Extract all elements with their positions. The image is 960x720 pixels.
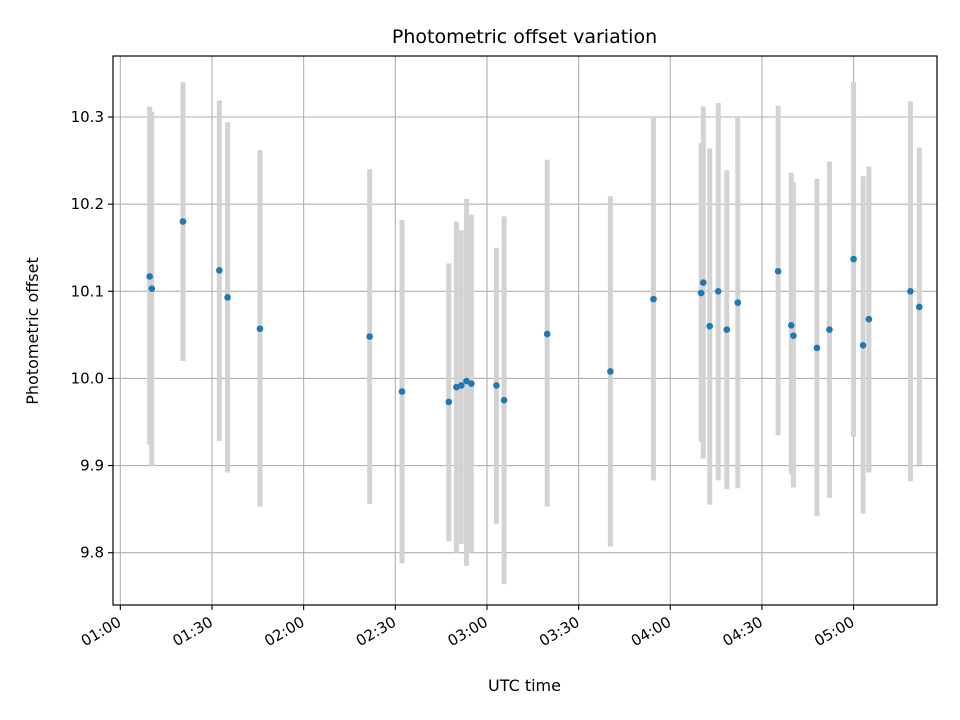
- x-axis-label: UTC time: [488, 676, 561, 695]
- data-point: [398, 388, 406, 395]
- data-point: [714, 287, 722, 295]
- y-tick-label: 10.2: [71, 195, 104, 213]
- y-axis-ticks: 9.8 9.9 10.0 10.1 10.2 10.3: [71, 108, 113, 562]
- x-tick-label: 01:30: [170, 613, 216, 650]
- data-point: [445, 398, 453, 406]
- y-tick-label: 9.8: [80, 544, 104, 562]
- chart-title: Photometric offset variation: [392, 26, 657, 48]
- data-point: [850, 255, 857, 263]
- data-point: [216, 267, 223, 274]
- data-point: [607, 368, 614, 375]
- data-point: [457, 382, 465, 389]
- x-axis-ticks: 01:00 01:30 02:00 02:30 03:00 03:30 04:00 04:30…: [78, 605, 858, 650]
- data-point: [915, 303, 923, 311]
- data-point: [723, 326, 731, 333]
- data-point: [543, 330, 551, 338]
- data-point: [787, 321, 795, 329]
- data-point: [734, 299, 742, 306]
- y-tick-label: 10.3: [71, 108, 104, 126]
- data-point: [179, 218, 187, 225]
- plot-area-frame: [112, 55, 938, 606]
- data-point: [148, 285, 156, 292]
- y-tick-label: 10.0: [71, 369, 104, 387]
- data-point: [813, 344, 821, 352]
- x-tick-label: 04:00: [628, 613, 674, 650]
- data-point: [706, 322, 713, 330]
- data-point: [859, 342, 867, 349]
- y-tick-label: 9.9: [80, 457, 104, 475]
- y-axis-label: Photometric offset: [23, 257, 42, 405]
- x-tick-label: 01:00: [78, 613, 124, 650]
- data-point: [650, 295, 657, 303]
- data-points: [146, 218, 923, 406]
- x-tick-label: 05:00: [811, 613, 857, 650]
- data-point: [826, 326, 833, 333]
- x-tick-label: 02:00: [261, 613, 307, 650]
- data-point: [146, 273, 153, 280]
- data-point: [790, 332, 797, 340]
- data-point: [697, 289, 705, 297]
- data-point: [366, 333, 373, 340]
- data-point: [224, 294, 231, 301]
- x-tick-label: 03:30: [536, 613, 582, 650]
- data-point: [468, 380, 475, 387]
- error-bars: [147, 82, 922, 585]
- y-tick-label: 10.1: [71, 282, 104, 300]
- x-tick-label: 03:00: [445, 613, 491, 650]
- data-point: [500, 396, 508, 404]
- data-point: [493, 382, 500, 389]
- data-point: [774, 267, 782, 275]
- data-point: [463, 377, 470, 385]
- data-point: [699, 279, 707, 286]
- x-tick-label: 04:30: [719, 613, 765, 650]
- x-tick-label: 02:30: [353, 613, 399, 650]
- data-point: [256, 325, 264, 333]
- grid: [113, 56, 937, 605]
- data-point: [865, 315, 873, 323]
- data-point: [907, 287, 914, 295]
